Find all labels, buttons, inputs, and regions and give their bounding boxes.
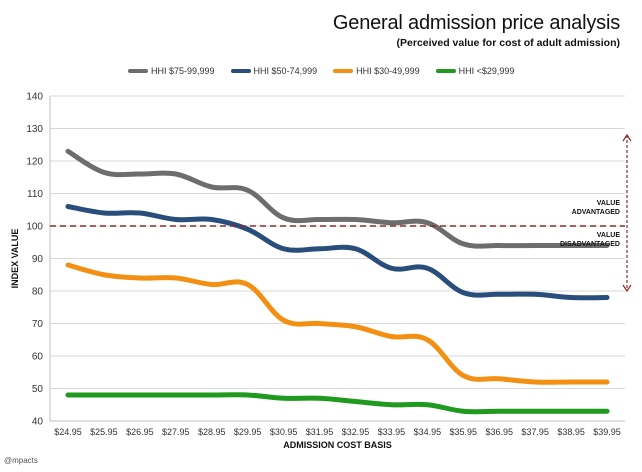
series-line-3 (65, 392, 610, 415)
annotation-arrow-head-down (622, 284, 632, 293)
y-tick-label: 40 (32, 417, 44, 428)
legend-item-hhi-75-99: HHI $75-99,999 (128, 66, 215, 76)
x-tick-label: $24.95 (54, 427, 82, 437)
legend-item-hhi-50-74: HHI $50-74,999 (230, 66, 318, 76)
y-tick-label: 90 (32, 254, 44, 265)
y-tick-label: 60 (32, 352, 44, 363)
y-axis-title: INDEX VALUE (10, 229, 20, 289)
brand-logo: @mpacts (4, 456, 38, 465)
x-tick-label: $30.95 (270, 427, 298, 437)
x-tick-label: $37.95 (521, 427, 549, 437)
legend-label: HHI $75-99,999 (151, 66, 215, 76)
annotation-value-advantaged: ADVANTAGED (572, 209, 620, 216)
y-tick-label: 70 (32, 319, 44, 330)
legend-item-hhi-30-49: HHI $30-49,999 (333, 66, 420, 76)
y-tick-label: 120 (26, 157, 43, 168)
annotation-value-disadvantaged: DISADVANTAGED (560, 241, 620, 248)
chart-title: General admission price analysis (332, 12, 620, 34)
x-tick-label: $27.95 (162, 427, 190, 437)
chart-legend: HHI $75-99,999 HHI $50-74,999 HHI $30-49… (128, 66, 514, 76)
annotation-value-disadvantaged: VALUE (597, 232, 621, 239)
x-tick-label: $39.95 (593, 427, 621, 437)
x-tick-label: $36.95 (485, 427, 513, 437)
x-tick-label: $31.95 (306, 427, 334, 437)
legend-item-hhi-under-29: HHI <$29,999 (435, 66, 515, 76)
x-tick-label: $32.95 (342, 427, 370, 437)
series-line-1 (65, 204, 610, 301)
y-tick-label: 100 (26, 222, 43, 233)
legend-swatch (128, 69, 148, 73)
y-tick-label: 110 (27, 189, 43, 200)
x-axis-title: ADMISSION COST BASIS (283, 440, 392, 450)
x-tick-label: $29.95 (234, 427, 262, 437)
x-tick-label: $35.95 (450, 427, 478, 437)
y-tick-label: 80 (32, 287, 44, 298)
annotation-arrow-head-up (622, 133, 632, 142)
legend-label: HHI <$29,999 (458, 66, 515, 76)
x-tick-label: $25.95 (90, 427, 118, 437)
y-tick-label: 140 (26, 92, 43, 103)
x-tick-label: $26.95 (126, 427, 154, 437)
legend-label: HHI $30-49,999 (356, 66, 420, 76)
legend-swatch (333, 69, 354, 73)
x-tick-label: $33.95 (378, 427, 406, 437)
series-line-2 (65, 262, 610, 385)
legend-label: HHI $50-74,999 (253, 66, 318, 76)
x-tick-label: $38.95 (557, 427, 585, 437)
legend-swatch (435, 69, 456, 73)
annotation-value-advantaged: VALUE (597, 200, 621, 207)
y-tick-label: 130 (26, 124, 43, 135)
legend-swatch (230, 69, 251, 73)
series-line-0 (65, 148, 610, 249)
x-tick-label: $28.95 (198, 427, 226, 437)
x-tick-label: $34.95 (414, 427, 442, 437)
y-tick-label: 50 (32, 384, 44, 395)
chart-subtitle: (Perceived value for cost of adult admis… (396, 37, 620, 49)
